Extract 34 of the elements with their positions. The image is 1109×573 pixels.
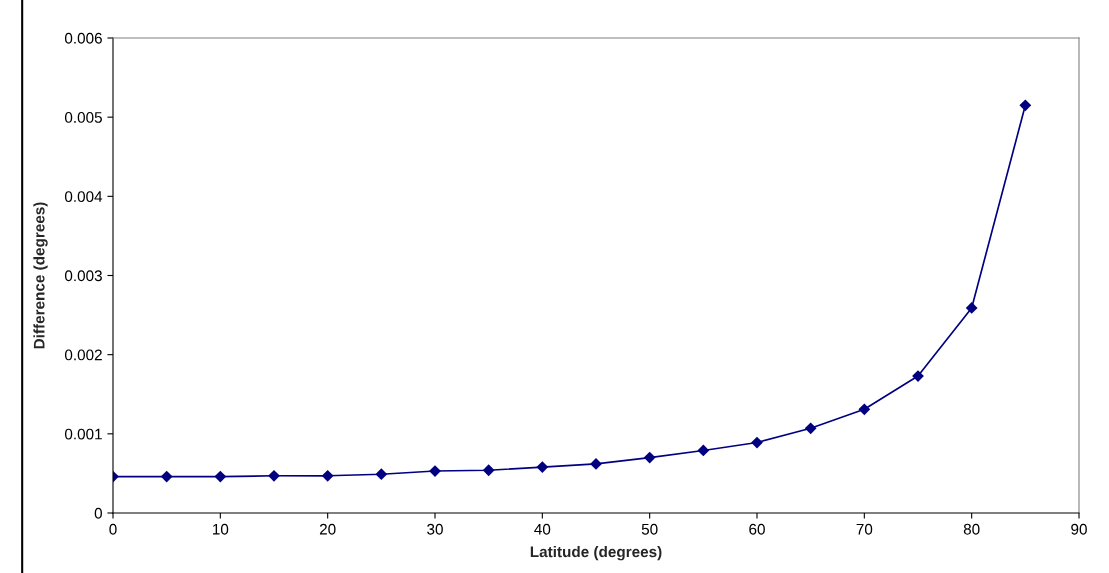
y-tick-label: 0.001	[64, 428, 102, 440]
point	[697, 444, 710, 457]
point	[804, 422, 817, 435]
x-tick-label: 70	[856, 523, 873, 535]
y-tick-label: 0.003	[64, 270, 102, 282]
y-axis-title: Difference (degrees)	[33, 202, 48, 349]
point	[643, 451, 656, 464]
x-tick-label: 90	[1071, 523, 1087, 535]
point	[590, 458, 602, 470]
point	[858, 403, 871, 416]
point	[268, 469, 280, 482]
point	[751, 436, 763, 449]
y-tick-label: 0	[94, 507, 102, 519]
x-tick-label: 50	[641, 523, 658, 535]
point	[965, 302, 978, 314]
x-tick-label: 20	[319, 523, 336, 535]
x-tick-label: 30	[427, 523, 443, 535]
x-tick-label: 0	[109, 523, 117, 535]
x-axis-title: Latitude (degrees)	[530, 545, 662, 561]
y-tick-label: 0.002	[64, 349, 102, 361]
point	[160, 470, 173, 483]
x-tick-label: 10	[213, 523, 229, 535]
point	[1019, 99, 1032, 112]
x-tick-label: 40	[534, 523, 551, 535]
y-tick-label: 0.006	[64, 32, 102, 44]
y-tick-label: 0.005	[64, 112, 102, 123]
point	[536, 461, 549, 473]
x-tick-label: 80	[963, 523, 980, 535]
y-tick-label: 0.004	[64, 191, 103, 203]
x-tick-label: 60	[749, 523, 765, 535]
point	[321, 469, 334, 482]
point	[214, 470, 227, 483]
point	[375, 468, 388, 481]
point	[482, 464, 495, 477]
